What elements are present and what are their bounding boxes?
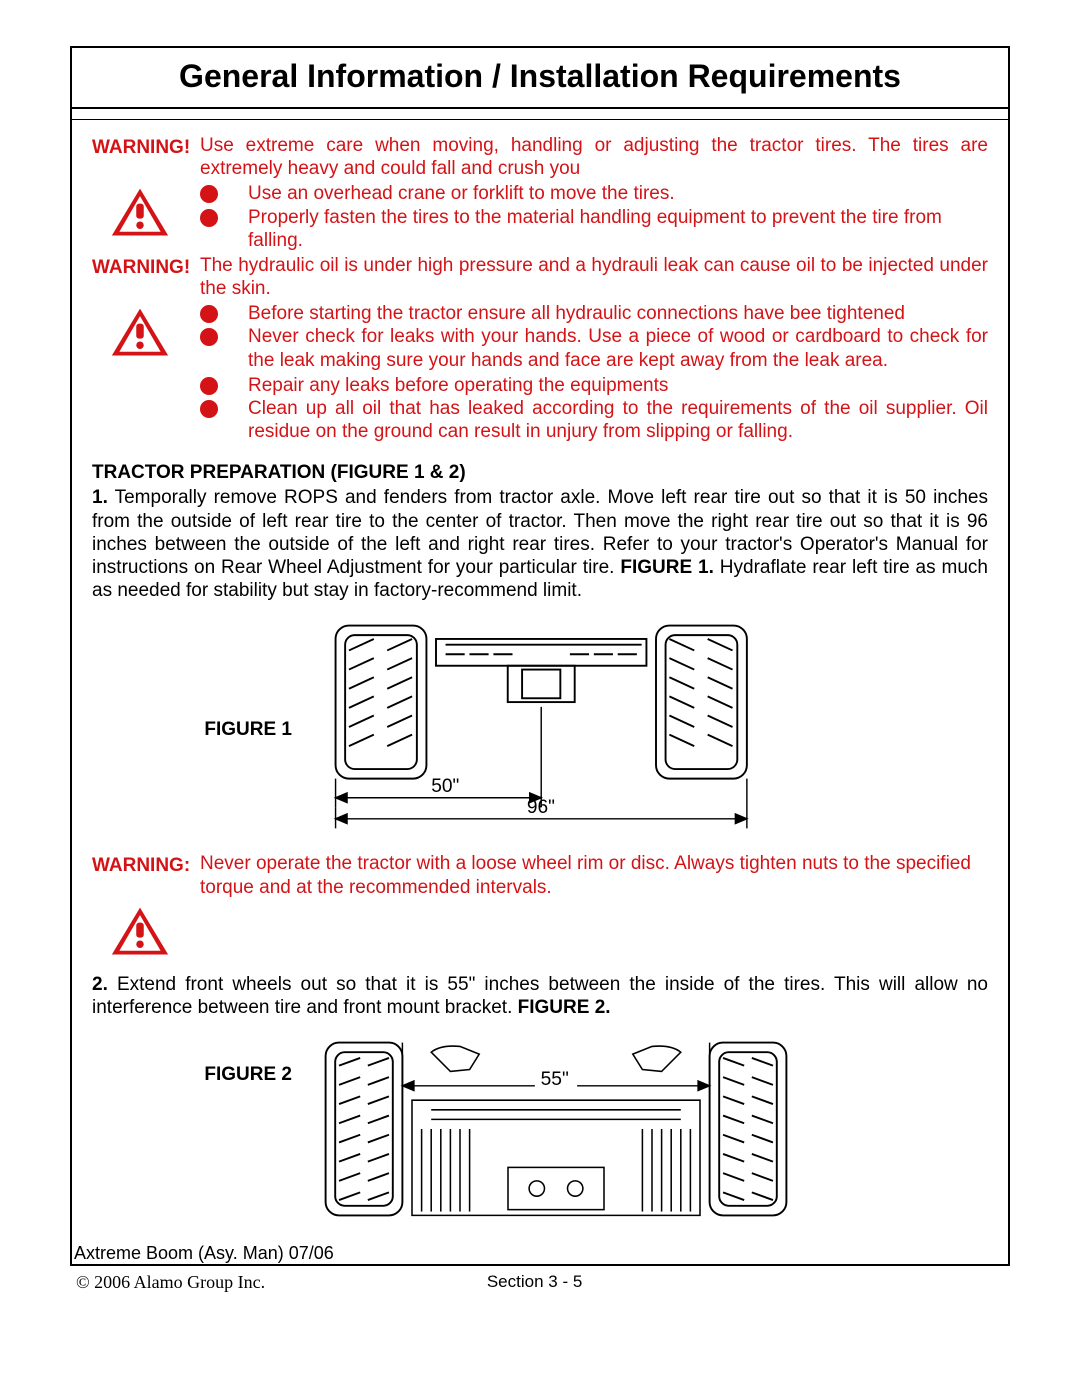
bullet-icon [200,377,218,395]
fig2-dim-55: 55" [541,1069,569,1090]
warning-label: WARNING! [92,134,200,159]
warning-intro: Use extreme care when moving, handling o… [200,134,988,180]
bullet-icon [200,209,218,227]
fig1-dim-96: 96" [527,797,555,818]
bullet-icon [200,328,218,346]
bullet-icon [200,185,218,203]
bullet-text: Use an overhead crane or forklift to mov… [248,182,988,205]
para-num: 2. [92,974,108,995]
figure-2-image: 55" [316,1033,988,1231]
warning-label: WARNING: [92,852,200,877]
figure-1-label: FIGURE 1 [92,718,316,741]
page-title: General Information / Installation Requi… [179,58,901,94]
warning-label: WARNING! [92,254,200,279]
bullet-row: Never check for leaks with your hands. U… [200,325,988,371]
bullet-row: Repair any leaks before operating the eq… [200,374,988,397]
bullet-icon [200,305,218,323]
warning-triangle-icon [110,186,170,240]
bullet-row: Properly fasten the tires to the materia… [200,206,988,252]
warning-text: Never operate the tractor with a loose w… [200,852,988,898]
bullet-row: Before starting the tractor ensure all h… [200,302,988,325]
warning-2-body: Before starting the tractor ensure all h… [92,302,988,443]
para-fig-ref: FIGURE 2. [518,997,611,1018]
outer-border: General Information / Installation Requi… [70,46,1010,1266]
section-number: Section 3 - 5 [487,1272,582,1293]
bullet-row: Clean up all oil that has leaked accordi… [200,397,988,443]
copyright: © 2006 Alamo Group Inc. [76,1272,265,1293]
figure-1-image: 50" 96" [316,616,988,842]
warning-1: WARNING! Use extreme care when moving, h… [92,134,988,180]
bullet-text: Before starting the tractor ensure all h… [248,302,988,325]
divider [72,109,1008,120]
content: WARNING! Use extreme care when moving, h… [72,120,1008,1239]
para-num: 1. [92,487,108,508]
prep-heading: TRACTOR PREPARATION (FIGURE 1 & 2) [92,461,988,484]
bottom-row: © 2006 Alamo Group Inc. Section 3 - 5 [70,1272,1010,1293]
para-fig-ref: FIGURE 1. [620,557,714,578]
warning-intro: The hydraulic oil is under high pressure… [200,254,988,300]
bullet-text: Properly fasten the tires to the materia… [248,206,988,252]
page: General Information / Installation Requi… [0,0,1080,1397]
title-box: General Information / Installation Requi… [72,48,1008,109]
prep-para-1: 1. Temporally remove ROPS and fenders fr… [92,486,988,602]
bullet-text: Never check for leaks with your hands. U… [248,325,988,371]
footer-doc: Axtreme Boom (Asy. Man) 07/06 [72,1243,1008,1264]
figure-1-block: FIGURE 1 [92,616,988,842]
warning-2: WARNING! The hydraulic oil is under high… [92,254,988,300]
warning-1-body: Use an overhead crane or forklift to mov… [92,182,988,252]
warning-triangle-icon [110,306,170,360]
tractor-rear-diagram: 50" 96" [316,616,776,836]
figure-2-label: FIGURE 2 [92,1033,316,1086]
bullet-icon [200,400,218,418]
bullet-row: Use an overhead crane or forklift to mov… [200,182,988,205]
figure-2-block: FIGURE 2 [92,1033,988,1231]
fig1-dim-50: 50" [431,776,459,797]
tractor-front-diagram: 55" [316,1033,796,1225]
bullet-text: Clean up all oil that has leaked accordi… [248,397,988,443]
prep-para-2: 2. Extend front wheels out so that it is… [92,973,988,1019]
warning-3: WARNING: Never operate the tractor with … [92,852,988,898]
warning-triangle-icon [110,905,170,959]
bullet-text: Repair any leaks before operating the eq… [248,374,988,397]
